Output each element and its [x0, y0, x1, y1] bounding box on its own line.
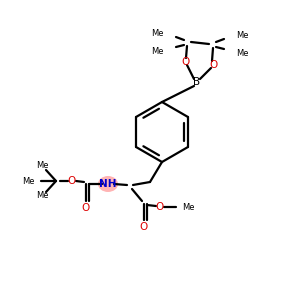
Text: Me: Me [152, 29, 164, 38]
Ellipse shape [98, 176, 118, 192]
Text: O: O [68, 176, 76, 186]
Text: B: B [194, 77, 201, 87]
Text: O: O [209, 60, 217, 70]
Text: Me: Me [36, 191, 48, 200]
Text: O: O [140, 222, 148, 232]
Text: NH: NH [99, 179, 117, 189]
Text: Me: Me [152, 47, 164, 56]
Text: Me: Me [22, 176, 35, 185]
Text: O: O [181, 57, 189, 67]
Text: Me: Me [236, 50, 248, 58]
Text: O: O [82, 203, 90, 213]
Text: Me: Me [236, 32, 248, 40]
Text: Me: Me [36, 161, 48, 170]
Text: O: O [156, 202, 164, 212]
Text: Me: Me [182, 202, 194, 211]
